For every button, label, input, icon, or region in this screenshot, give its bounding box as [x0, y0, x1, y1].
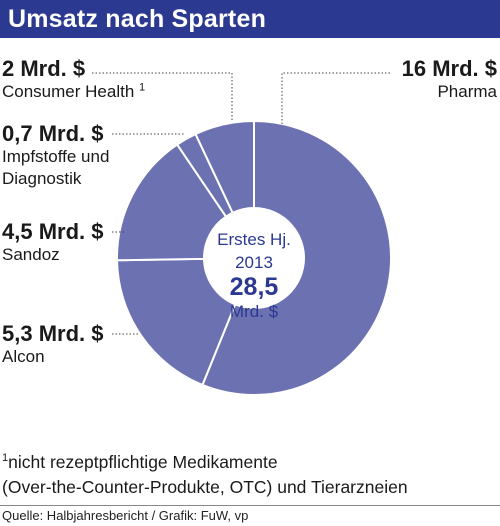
center-unit: Mrd. $: [230, 302, 279, 321]
center-year: 2013: [235, 253, 273, 272]
title-bar: Umsatz nach Sparten: [0, 0, 500, 38]
center-period-label: Erstes Hj.: [217, 230, 291, 249]
label-alcon: 5,3 Mrd. $ Alcon: [2, 322, 103, 368]
label-consumer-health: 2 Mrd. $ Consumer Health 1: [2, 57, 145, 103]
label-sandoz: 4,5 Mrd. $ Sandoz: [2, 220, 103, 266]
leader-pharma: [281, 72, 390, 124]
sandoz-name: Sandoz: [2, 245, 60, 264]
label-pharma: 16 Mrd. $ Pharma: [402, 57, 497, 103]
source-divider: [0, 505, 500, 506]
slice-alcon: [116, 257, 237, 387]
footnote-line2: (Over-the-Counter-Produkte, OTC) und Tie…: [2, 477, 408, 497]
slice-sandoz: [116, 143, 228, 262]
footnote-mark: 1: [139, 81, 146, 94]
chart-title: Umsatz nach Sparten: [8, 5, 267, 33]
footnote-line1: 1nicht rezeptpflichtige Medikamente: [2, 452, 278, 472]
pharma-name: Pharma: [437, 82, 497, 101]
sandoz-value: 4,5 Mrd. $: [2, 219, 104, 244]
label-impfstoffe: 0,7 Mrd. $ Impfstoffe und Diagnostik: [2, 122, 109, 190]
footnote: 1nicht rezeptpflichtige Medikamente (Ove…: [2, 450, 408, 500]
impfstoffe-name-line1: Impfstoffe und: [2, 147, 110, 166]
impfstoffe-value: 0,7 Mrd. $: [2, 121, 104, 146]
pharma-value: 16 Mrd. $: [401, 56, 497, 81]
source-text: Quelle: Halbjahresbericht / Grafik: FuW,…: [2, 508, 249, 523]
consumer-health-value: 2 Mrd. $: [2, 56, 86, 81]
center-total-value: 28,5: [230, 273, 279, 301]
leader-consumer-health: [92, 72, 233, 122]
alcon-value: 5,3 Mrd. $: [2, 321, 104, 346]
slice-consumer-health: [194, 119, 255, 215]
impfstoffe-name-line2: Diagnostik: [2, 169, 82, 188]
slice-pharma: [201, 119, 392, 396]
consumer-health-name: Consumer Health 1: [2, 81, 146, 101]
alcon-name: Alcon: [2, 347, 45, 366]
